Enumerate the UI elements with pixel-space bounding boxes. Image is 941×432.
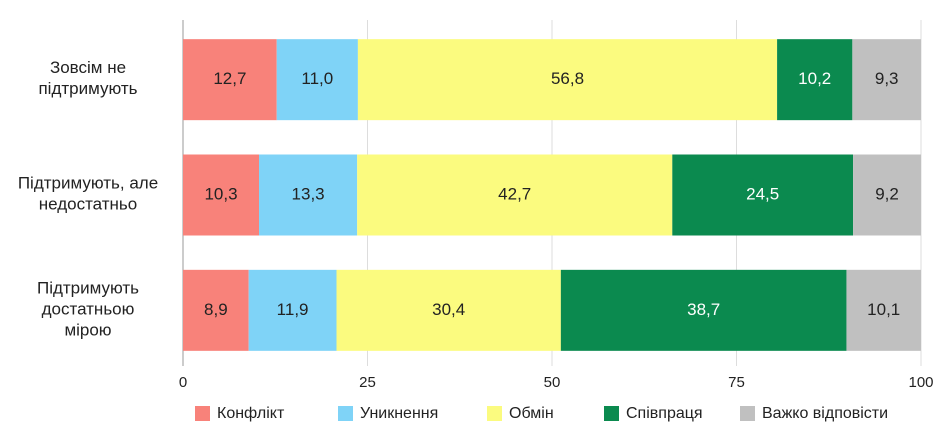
bar-segment — [276, 39, 358, 121]
bar-segment — [357, 154, 673, 236]
bar-segment — [183, 39, 277, 121]
x-tick-label: 50 — [544, 374, 561, 391]
legend-swatch — [338, 406, 353, 421]
bar-segment — [560, 269, 847, 351]
legend-swatch — [195, 406, 210, 421]
bar-segment — [183, 154, 260, 236]
legend-label: Важко відповісти — [762, 405, 888, 422]
bar-segment — [259, 154, 358, 236]
bar-segment — [672, 154, 854, 236]
value-label: 11,9 — [277, 300, 309, 319]
bar-segment — [852, 39, 921, 121]
x-tick-label: 25 — [359, 374, 376, 391]
value-label: 11,0 — [301, 69, 333, 88]
bar-segment — [336, 269, 561, 351]
value-label: 30,4 — [432, 300, 465, 319]
value-label: 9,3 — [875, 69, 899, 88]
bar-segment — [853, 154, 921, 236]
y-tick-label: Підтримують достатньою мірою — [37, 279, 139, 340]
legend-swatch — [604, 406, 619, 421]
value-label: 10,2 — [798, 69, 831, 88]
value-label: 10,1 — [867, 300, 900, 319]
legend-label: Обмін — [509, 405, 554, 422]
y-tick-label: Підтримують, але недостатньо — [18, 174, 158, 214]
value-label: 38,7 — [687, 300, 720, 319]
legend-label: Конфлікт — [217, 405, 285, 422]
bar-segment — [248, 269, 337, 351]
x-tick-label: 0 — [179, 374, 187, 391]
x-tick-label: 100 — [908, 374, 933, 391]
value-label: 12,7 — [213, 69, 246, 88]
value-label: 8,9 — [204, 300, 228, 319]
value-label: 42,7 — [498, 184, 531, 203]
bar-segment — [777, 39, 853, 121]
value-label: 9,2 — [875, 184, 899, 203]
value-label: 24,5 — [746, 184, 779, 203]
bar-segment — [357, 39, 778, 121]
y-tick-label: Зовсім не підтримують — [38, 59, 137, 99]
value-label: 10,3 — [204, 184, 237, 203]
legend-label: Уникнення — [360, 405, 438, 422]
x-tick-label: 75 — [728, 374, 745, 391]
legend-label: Співпраця — [626, 405, 703, 422]
legend-swatch — [487, 406, 502, 421]
bar-segment — [183, 269, 249, 351]
bar-segment — [846, 269, 921, 351]
legend-swatch — [740, 406, 755, 421]
value-label: 13,3 — [292, 184, 325, 203]
value-label: 56,8 — [551, 69, 584, 88]
